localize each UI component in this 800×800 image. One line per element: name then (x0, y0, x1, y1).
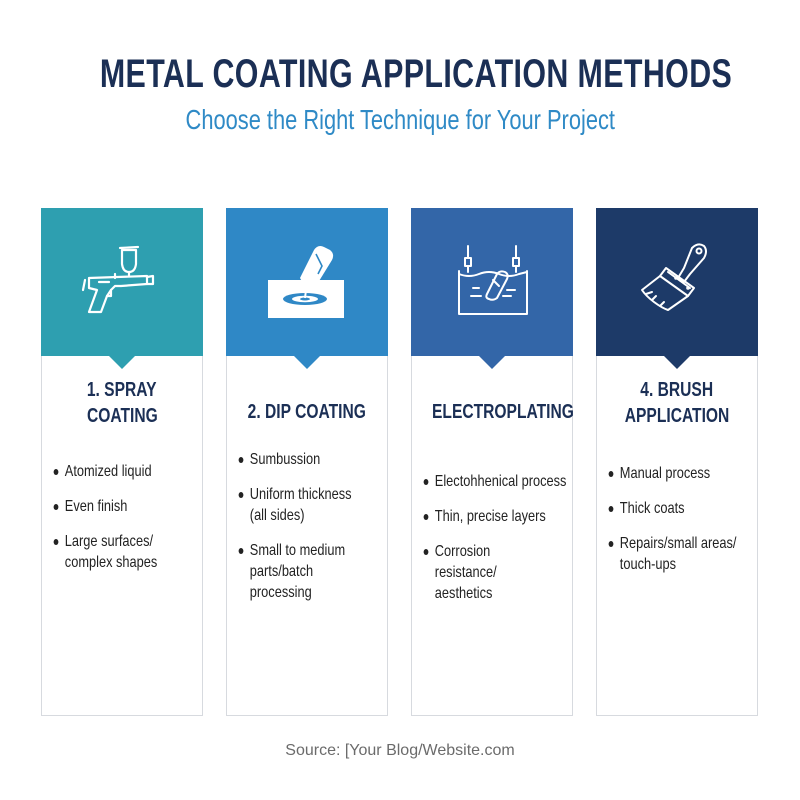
card-bullet-list: Electohhenical process Thin, precise lay… (422, 471, 566, 618)
bullet-item: Even finish (52, 496, 192, 517)
bullet-item: Corrosion resistance/ aesthetics (422, 541, 555, 604)
card-title: 1. SPRAY COATING (42, 377, 202, 429)
bullet-item: Thick coats (607, 498, 747, 519)
card-bullet-list: Manual process Thick coats Repairs/small… (607, 463, 747, 589)
bullet-item: Large surfaces/ complex shapes (52, 531, 165, 573)
page-subtitle: Choose the Right Technique for Your Proj… (0, 104, 800, 136)
card-title-line2: COATING (86, 405, 158, 427)
paint-brush-icon (640, 242, 707, 311)
card-bullet-list: Sumbussion Uniform thickness (all sides)… (237, 449, 377, 617)
bullet-item: Sumbussion (237, 449, 377, 470)
card-pointer (663, 355, 691, 369)
electroplating-bath-icon (457, 244, 528, 315)
card-header (40, 207, 203, 356)
card-title-line1: 2. DIP COATING (247, 401, 367, 423)
card-title: 2. DIP COATING (227, 399, 387, 425)
card-pointer (478, 355, 506, 369)
bullet-item: Atomized liquid (52, 461, 192, 482)
source-citation: Source: [Your Blog/Website.com (285, 742, 515, 759)
card-title-line1: 4. BRUSH (640, 379, 714, 401)
page-title: METAL COATING APPLICATION METHODS (0, 52, 800, 97)
bullet-item: Manual process (607, 463, 747, 484)
card-header (225, 207, 388, 356)
card-pointer (293, 355, 321, 369)
bullet-item: Uniform thickness (all sides) (237, 484, 362, 526)
page-subtitle-text: Choose the Right Technique for Your Proj… (185, 104, 615, 135)
card-header (595, 207, 758, 356)
card-title: 4. BRUSH APPLICATION (597, 377, 757, 429)
card-bullet-list: Atomized liquid Even finish Large surfac… (52, 461, 192, 587)
bullet-item: Repairs/small areas/ touch-ups (607, 533, 748, 575)
card-title-line1: ELECTROPLATING (432, 401, 574, 423)
card-title-line1: 1. SPRAY (87, 379, 157, 401)
card-pointer (108, 355, 136, 369)
bullet-item: Thin, precise layers (422, 506, 562, 527)
card-header (410, 207, 573, 356)
page-title-text: METAL COATING APPLICATION METHODS (99, 52, 733, 96)
method-card-electroplating: ELECTROPLATING Electohhenical process Th… (410, 207, 574, 716)
bullet-item: Small to medium parts/batch processing (237, 540, 354, 603)
card-title-line2: APPLICATION (624, 405, 730, 427)
method-card-brush-application: 4. BRUSH APPLICATION Manual process Thic… (595, 207, 758, 716)
dip-tank-icon (267, 245, 344, 318)
method-card-dip-coating: 2. DIP COATING Sumbussion Uniform thickn… (225, 207, 388, 716)
bullet-item: Electohhenical process (422, 471, 566, 492)
method-card-spray-coating: 1. SPRAY COATING Atomized liquid Even fi… (40, 207, 203, 716)
spray-gun-icon (81, 245, 154, 313)
card-title: ELECTROPLATING (412, 399, 574, 425)
